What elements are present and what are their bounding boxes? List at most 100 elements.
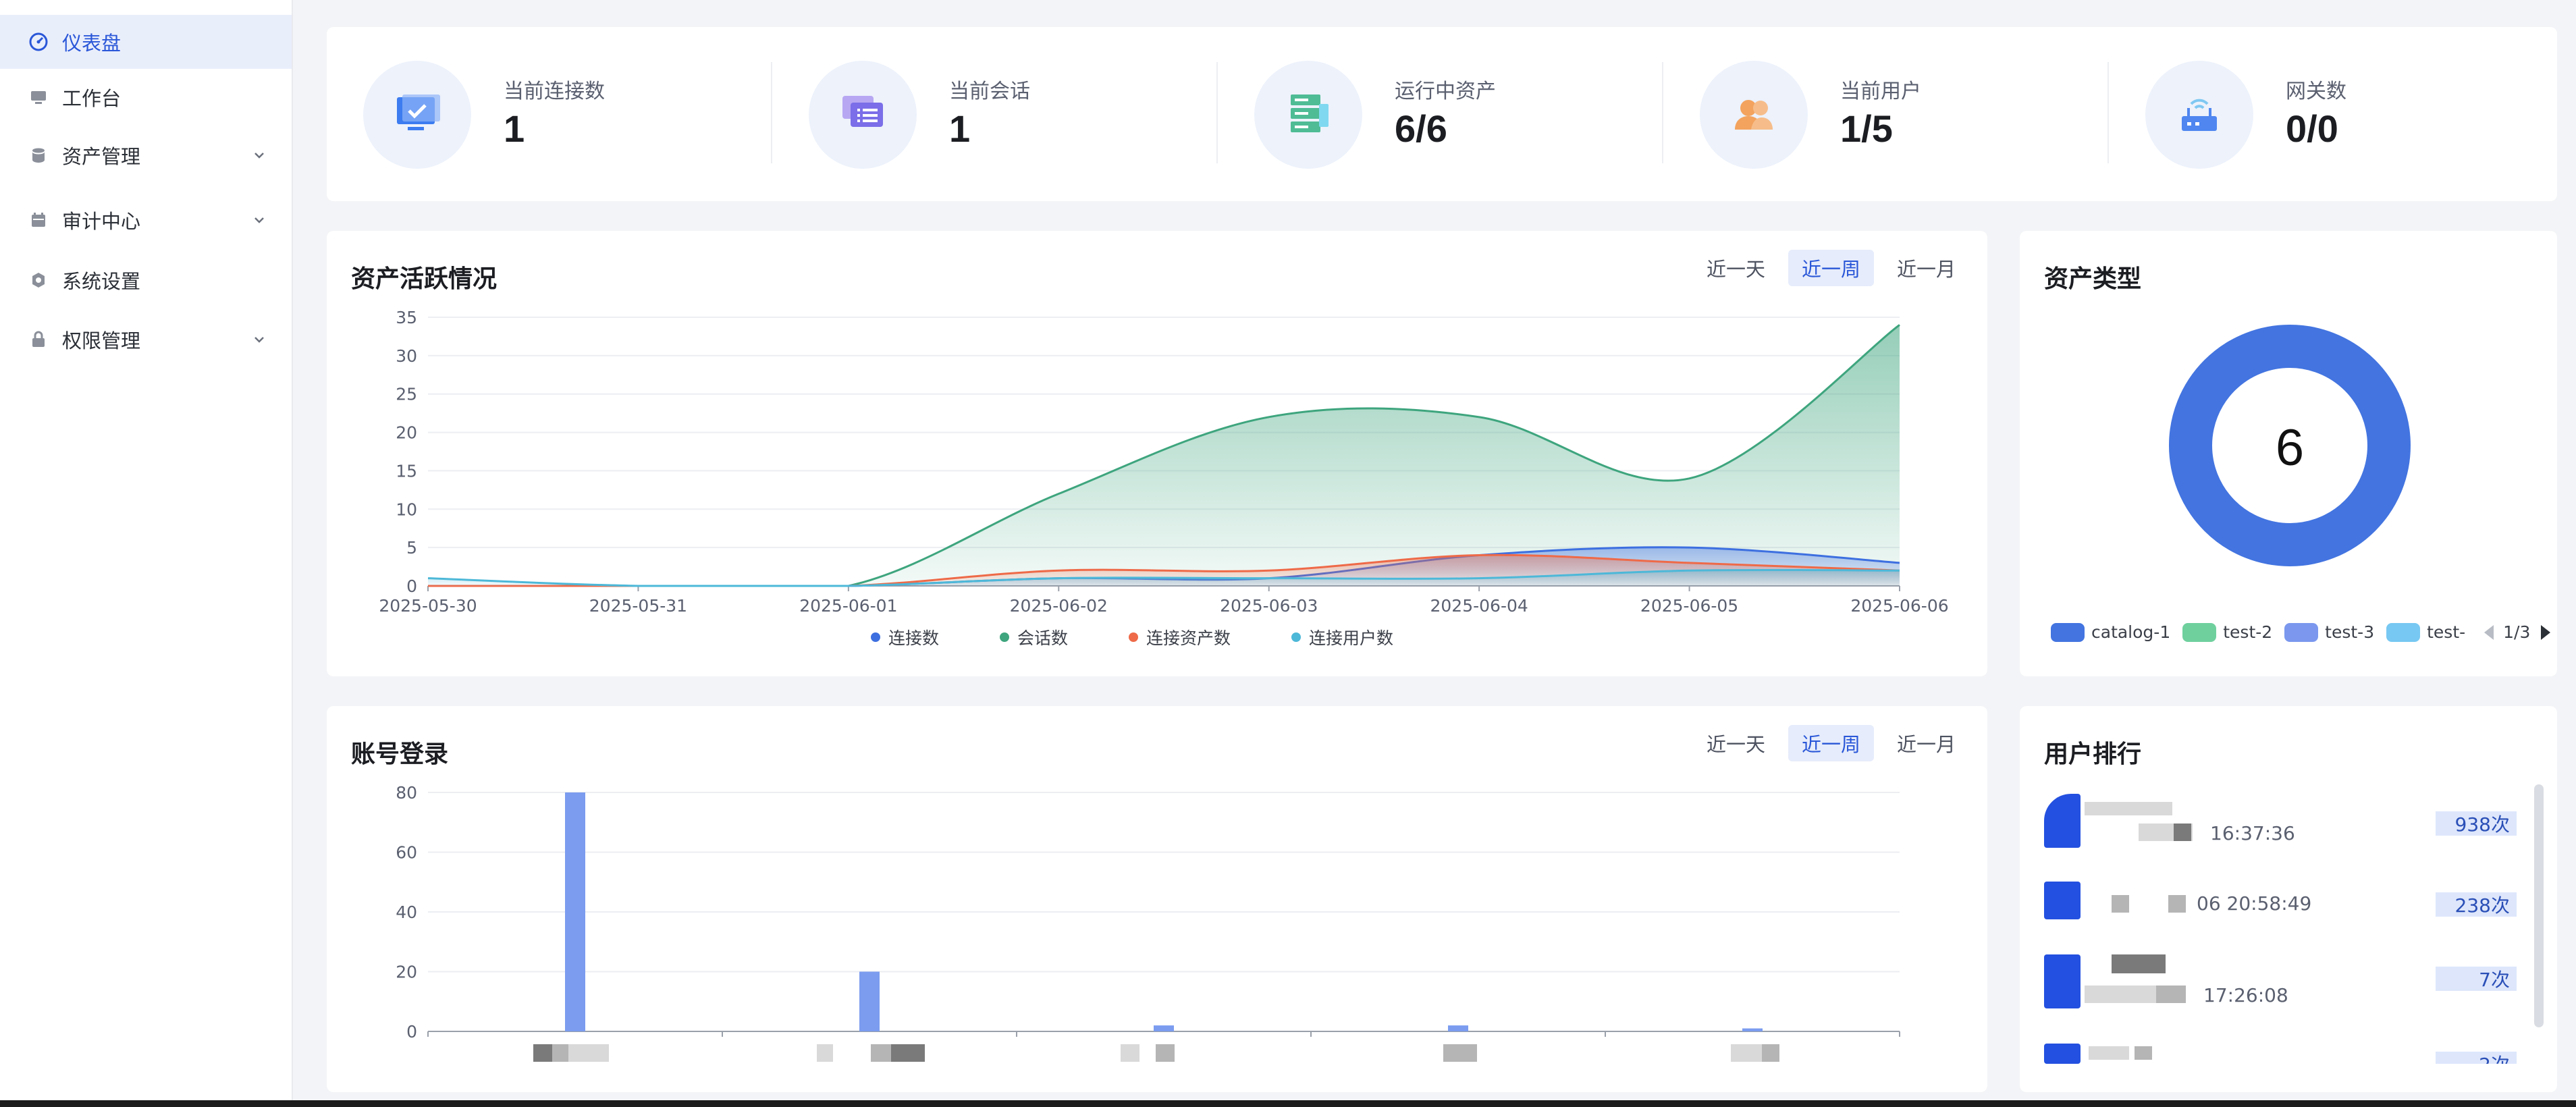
sidebar-item-audit-center[interactable]: 审计中心 <box>0 193 292 247</box>
chevron-down-icon <box>254 217 264 223</box>
redacted-name <box>2135 1046 2152 1060</box>
activity-area-chart: 0 5 10 15 20 25 30 35 2025-05-30 2025-05-31 2025-0… <box>379 308 1948 616</box>
sidebar-item-workbench[interactable]: 工作台 <box>0 70 292 124</box>
ranking-row[interactable]: 16:37:36 938次 <box>2044 794 2517 868</box>
ranking-row[interactable]: 17:26:08 7次 <box>2044 954 2517 1029</box>
rank-count: 238次 <box>2436 892 2517 917</box>
bar <box>1742 1028 1763 1031</box>
y-tick-label: 0 <box>406 576 417 596</box>
next-page-icon[interactable] <box>2538 624 2553 641</box>
range-option-week[interactable]: 近一周 <box>1788 725 1875 761</box>
range-option-week[interactable]: 近一周 <box>1788 250 1875 286</box>
donut-slice[interactable] <box>2169 325 2411 566</box>
rank-count: 7次 <box>2436 967 2517 991</box>
range-selector: 近一天 近一周 近一月 <box>1693 725 1969 761</box>
y-tick-label: 20 <box>396 963 417 982</box>
legend-label: test-2 <box>2223 622 2273 642</box>
card-title: 资产类型 <box>2044 265 2142 293</box>
legend-label: test-3 <box>2325 622 2375 642</box>
stat-label: 网关数 <box>2286 80 2346 103</box>
ranking-row[interactable]: 2次 <box>2044 1044 2517 1064</box>
redacted-name <box>2112 895 2129 913</box>
legend-label: 连接资产数 <box>1146 628 1231 648</box>
rank-bar <box>2044 882 2081 919</box>
legend-item[interactable]: test-3 <box>2284 622 2374 642</box>
rank-bar <box>2044 794 2081 848</box>
sidebar: 仪表盘 工作台 资产管理 审计中心 系统设置 权限管理 <box>0 0 293 1107</box>
card-title: 账号登录 <box>351 740 449 768</box>
legend-swatch <box>1129 632 1139 642</box>
range-selector: 近一天 近一周 近一月 <box>1693 250 1969 286</box>
y-tick-label: 35 <box>396 308 417 327</box>
monitor-check-icon <box>363 61 471 169</box>
stat-current-users: 当前用户 1/5 <box>1663 27 2109 201</box>
redacted-name <box>2174 824 2191 841</box>
sidebar-item-label: 工作台 <box>62 87 122 110</box>
y-tick-label: 20 <box>396 423 417 443</box>
database-icon <box>28 145 49 165</box>
legend-label: test- <box>2427 622 2466 642</box>
lock-icon <box>28 329 49 350</box>
divider <box>1216 62 1218 163</box>
y-tick-label: 40 <box>396 902 417 922</box>
legend-item[interactable]: catalog-1 <box>2051 622 2170 642</box>
stat-value: 6/6 <box>1395 107 1447 150</box>
divider <box>771 62 772 163</box>
legend-swatch <box>2182 622 2217 642</box>
sidebar-item-asset-management[interactable]: 资产管理 <box>0 128 292 182</box>
login-bar-chart: 0 20 40 60 80 <box>396 783 1900 1042</box>
legend-item[interactable]: test-2 <box>2182 622 2272 642</box>
x-tick-label: 2025-05-30 <box>379 596 477 616</box>
rank-time: 17:26:08 <box>2203 984 2288 1006</box>
x-tick-label: 2025-06-03 <box>1220 596 1318 616</box>
legend-item[interactable]: 会话数 <box>1000 625 1068 649</box>
redacted-name <box>2112 954 2166 973</box>
card-title: 用户排行 <box>2044 740 2142 768</box>
range-option-day[interactable]: 近一天 <box>1707 258 1766 281</box>
legend-item[interactable]: 连接数 <box>871 625 939 649</box>
bar <box>1448 1025 1468 1031</box>
sidebar-item-label: 系统设置 <box>62 270 141 293</box>
y-tick-label: 10 <box>396 500 417 519</box>
sidebar-item-permission-management[interactable]: 权限管理 <box>0 313 292 367</box>
range-option-day[interactable]: 近一天 <box>1707 733 1766 756</box>
legend-swatch <box>1000 632 1010 642</box>
sidebar-item-label: 仪表盘 <box>62 32 122 55</box>
stat-label: 当前连接数 <box>504 80 605 103</box>
redacted-name <box>2085 802 2172 815</box>
range-option-month[interactable]: 近一月 <box>1897 258 1956 281</box>
stat-running-assets: 运行中资产 6/6 <box>1218 27 1663 201</box>
user-ranking-card: 用户排行 16:37:36 938次 06 20:58:49 238次 17:2… <box>2020 706 2557 1092</box>
redacted-label <box>1121 1044 1139 1062</box>
legend-swatch <box>2051 622 2085 642</box>
legend-label: 会话数 <box>1017 628 1069 648</box>
redacted-name <box>2156 986 2186 1003</box>
ranking-row[interactable]: 06 20:58:49 238次 <box>2044 882 2517 956</box>
x-tick-label: 2025-06-01 <box>799 596 897 616</box>
bottom-edge <box>0 1100 2576 1107</box>
legend-swatch <box>1291 632 1302 642</box>
redacted-label <box>1443 1044 1477 1062</box>
sidebar-item-system-settings[interactable]: 系统设置 <box>0 253 292 307</box>
chevron-down-icon <box>254 337 264 343</box>
x-tick-label: 2025-06-06 <box>1850 596 1948 616</box>
asset-activity-card: 资产活跃情况 近一天 近一周 近一月 0 5 10 15 20 25 30 35 2025-05… <box>327 231 1987 676</box>
sidebar-item-dashboard[interactable]: 仪表盘 <box>0 15 292 69</box>
legend-item[interactable]: 连接资产数 <box>1129 625 1231 649</box>
scrollbar[interactable] <box>2534 784 2544 1027</box>
account-login-card: 账号登录 近一天 近一周 近一月 0 20 40 60 80 <box>327 706 1987 1092</box>
rank-bar <box>2044 1044 2081 1064</box>
users-icon <box>1700 61 1808 169</box>
stat-label: 运行中资产 <box>1395 80 1496 103</box>
divider <box>2108 62 2109 163</box>
legend-item[interactable]: 连接用户数 <box>1291 625 1393 649</box>
prev-page-icon[interactable] <box>2481 624 2496 641</box>
x-tick-label: 2025-06-02 <box>1010 596 1108 616</box>
redacted-label <box>533 1044 552 1062</box>
chart-legend: 连接数 会话数 连接资产数 连接用户数 <box>871 625 1454 649</box>
range-option-month[interactable]: 近一月 <box>1897 733 1956 756</box>
calendar-icon <box>28 210 49 230</box>
legend-item[interactable]: test- <box>2386 622 2465 642</box>
y-tick-label: 25 <box>396 385 417 404</box>
legend-swatch <box>2386 622 2421 642</box>
